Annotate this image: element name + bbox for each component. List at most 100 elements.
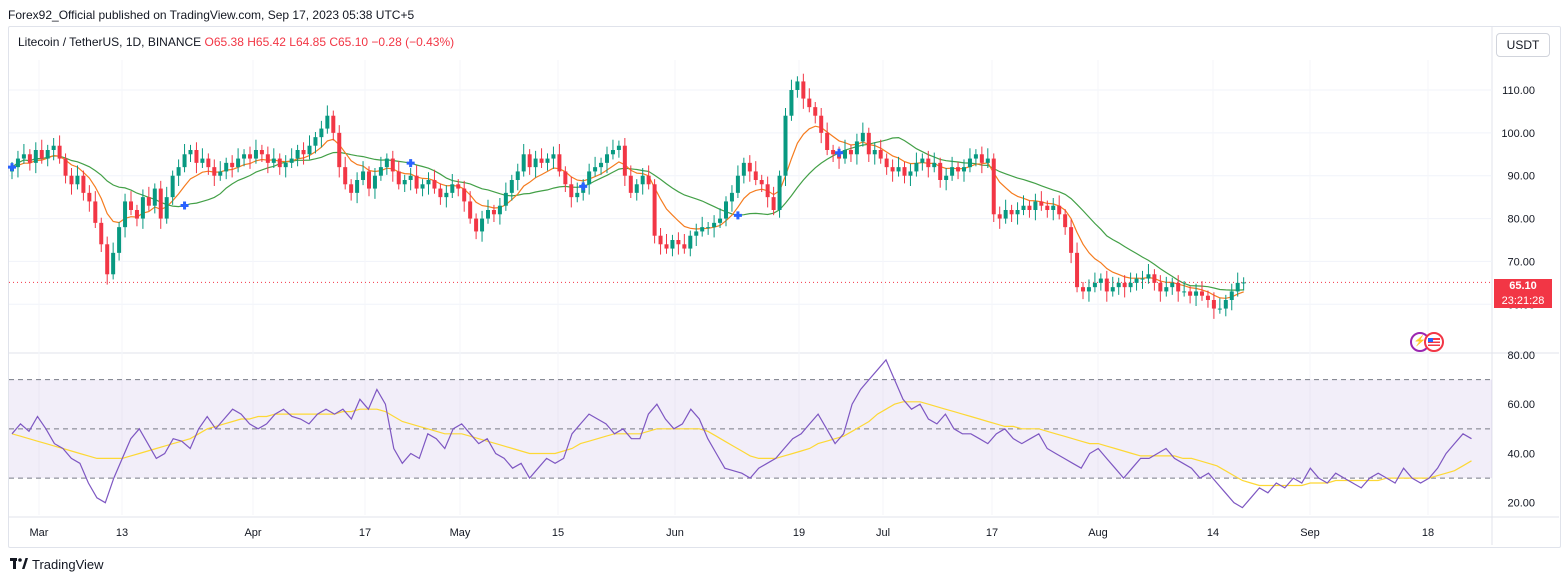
candle-body [27,154,32,163]
candle-body [1122,282,1127,288]
candle-body [194,150,199,163]
rsi-tick-label: 40.00 [1507,448,1535,460]
candle-body [271,158,276,163]
candle-body [920,158,925,163]
candle-body [456,184,461,189]
candle-body [1009,210,1014,215]
slow-ma-line [11,136,1244,291]
candle-body [1152,274,1157,283]
candle-body [253,150,258,159]
candle-body [75,175,80,185]
candle-body [569,184,574,198]
candle-body [551,154,556,159]
candle-body [795,81,800,90]
candle-body [1021,205,1026,210]
candle-body [777,175,782,210]
candle-body [343,167,348,185]
candle-body [938,162,943,180]
symbol-legend: Litecoin / TetherUS, 1D, BINANCE O65.38 … [18,35,454,49]
rsi-tick-label: 60.00 [1507,399,1535,411]
candle-body [319,128,324,138]
candle-body [491,210,496,215]
candle-body [230,162,235,168]
candle-body [129,201,133,210]
candle-body [950,167,955,176]
candle-body [944,175,949,180]
candle-body [1223,300,1228,309]
candle-body [1164,287,1169,292]
candle-body [1128,282,1133,288]
candle-body [700,227,705,232]
time-tick-label: 17 [359,527,371,539]
candle-body [694,231,699,236]
candle-body [182,154,187,168]
candle-body [87,192,92,202]
candle-body [468,201,473,219]
candle-body [896,167,901,172]
candle-body [1045,205,1050,210]
candle-body [884,158,889,168]
candle-body [63,158,68,176]
moving-averages [9,125,1492,299]
candle-body [872,150,877,155]
candle-body [134,210,139,219]
candle-body [93,201,98,223]
candle-body [480,218,485,232]
candle-body [277,158,282,168]
candle-body [1217,308,1222,310]
candle-body [533,158,538,168]
price-tick-label: 100.00 [1501,128,1535,140]
bar-countdown-label: 23:21:28 [1494,294,1552,308]
candle-body [765,184,770,198]
time-tick-label: Jul [876,527,890,539]
candle-body [783,115,788,176]
candle-body [843,150,847,159]
candle-body [39,150,44,159]
candle-body [224,162,229,172]
candle-body [438,188,443,198]
candle-body [807,98,812,108]
grid-lines [9,27,1559,545]
candle-body [718,218,723,223]
candle-body [450,184,455,193]
candle-body [146,197,151,206]
candle-body [105,244,110,275]
candle-body [997,214,1002,219]
candle-body [283,162,288,168]
candle-body [402,180,407,185]
candle-body [176,167,181,176]
candle-body [1033,201,1038,210]
rsi-ma-line [11,401,1472,487]
candle-body [914,162,919,172]
candle-body [1205,295,1210,300]
signal-marker [180,201,189,210]
candle-body [69,175,74,185]
candle-body [646,175,651,185]
candle-body [21,154,26,159]
candle-body [1170,282,1175,288]
candle-body [503,192,508,206]
candle-body [563,171,568,185]
candle-body [771,197,776,210]
footer-brand-text: TradingView [32,557,104,572]
candle-body [967,158,972,168]
time-tick-label: 15 [552,527,564,539]
candle-body [265,154,270,163]
candle-body [1200,291,1204,296]
candle-body [384,158,389,168]
candle-body [515,171,520,180]
currency-button[interactable]: USDT [1496,33,1550,57]
candle-body [1194,291,1199,296]
candle-body [236,158,241,168]
candle-body [1146,274,1151,279]
candle-body [1182,291,1187,293]
candle-body [1081,287,1085,292]
time-tick-label: Sep [1300,527,1320,539]
tradingview-logo-icon [10,558,28,569]
flag-icon[interactable] [1424,332,1444,352]
candle-body [313,137,318,146]
candle-body [962,167,966,172]
rsi-tick-label: 20.00 [1507,498,1535,510]
candle-body [741,162,746,176]
